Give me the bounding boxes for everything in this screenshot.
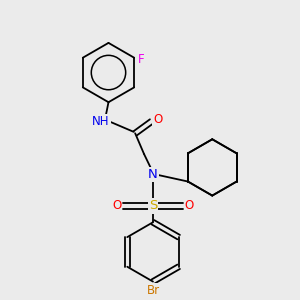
Text: F: F [138,53,145,66]
Text: Br: Br [146,284,160,297]
Text: O: O [184,200,194,212]
Text: O: O [153,113,163,127]
Text: N: N [148,168,158,181]
Text: NH: NH [92,115,110,128]
Text: O: O [112,200,122,212]
Text: S: S [149,200,157,212]
